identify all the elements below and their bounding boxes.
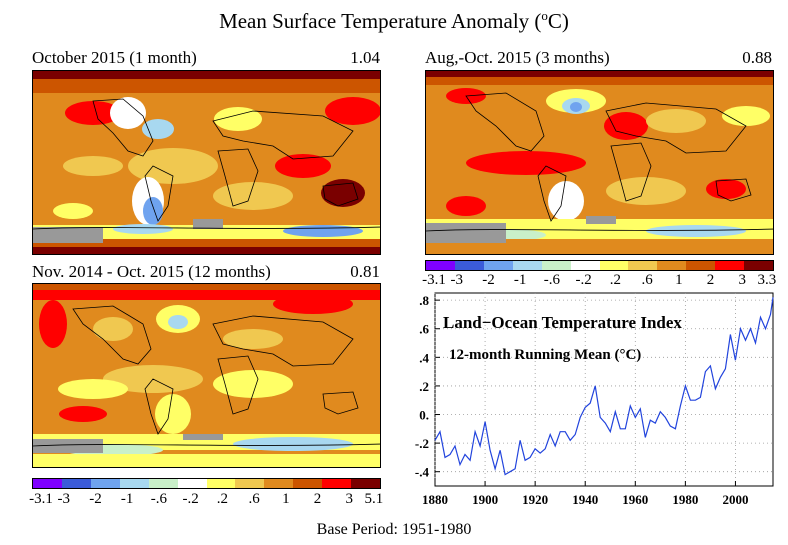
scale-tick-label: 1 — [282, 491, 290, 507]
scale-swatch — [657, 261, 687, 270]
scale-swatch — [744, 261, 774, 270]
panel-title-1: October 2015 (1 month) — [32, 48, 197, 67]
scale-swatch — [90, 479, 120, 488]
scale-swatch — [293, 479, 323, 488]
y-tick-label: .2 — [419, 379, 429, 394]
scale-swatch — [264, 479, 294, 488]
scale-swatch — [599, 261, 629, 270]
scale-tick-label: -1 — [120, 491, 134, 507]
scale-tick-label: -3 — [57, 491, 70, 507]
scale-swatch — [628, 261, 658, 270]
y-tick-label: .8 — [419, 293, 429, 308]
anomaly-map-2 — [425, 70, 774, 255]
scale-tick-label: 3 — [345, 491, 354, 507]
x-tick-label: 1980 — [672, 492, 698, 507]
color-scale-large — [32, 478, 381, 489]
scale-tick-label: 3.3 — [757, 272, 777, 288]
panel-title-2: Aug,-Oct. 2015 (3 months) — [425, 48, 610, 67]
scale-tick-label: 2 — [706, 272, 715, 288]
x-tick-label: 1940 — [572, 492, 598, 507]
x-tick-label: 1880 — [422, 492, 448, 507]
scale-tick-label: 3 — [738, 272, 747, 288]
scale-tick-label: -.2 — [182, 491, 199, 507]
scale-tick-label: .2 — [609, 272, 621, 288]
scale-tick-label: .6 — [248, 491, 260, 507]
panel-value-3: 0.81 — [350, 262, 380, 281]
scale-swatch — [483, 261, 513, 270]
panel-value-2: 0.88 — [742, 48, 772, 67]
scale-swatch — [686, 261, 716, 270]
scale-tick-label: -.6 — [150, 491, 168, 507]
color-scale-large-labels: -3.1 -3 -2 -1 -.6 -.2 .2 .6 1 2 3 5.1 — [29, 491, 384, 509]
scale-tick-label: -.2 — [575, 272, 592, 288]
temperature-index-chart: -.4 -.2 0. .2 .4 .6 .8 1880 1900 1920 1940 1960 1980… — [415, 292, 774, 507]
scale-tick-label: -1 — [513, 272, 527, 288]
series-line — [434, 297, 774, 476]
anomaly-map-1 — [32, 70, 381, 255]
scale-tick-label: -3.1 — [29, 491, 53, 507]
scale-tick-label: 5.1 — [364, 491, 384, 507]
scale-swatch — [351, 479, 381, 488]
color-scale-small — [425, 260, 774, 271]
scale-swatch — [541, 261, 571, 270]
scale-tick-label: -3 — [450, 272, 463, 288]
panel-title-3: Nov. 2014 - Oct. 2015 (12 months) — [32, 262, 271, 281]
scale-tick-label: 2 — [313, 491, 322, 507]
scale-swatch — [61, 479, 91, 488]
x-tick-label: 1920 — [522, 492, 548, 507]
scale-swatch — [512, 261, 542, 270]
x-tick-label: 2000 — [722, 492, 748, 507]
scale-swatch — [235, 479, 265, 488]
scale-swatch — [119, 479, 149, 488]
scale-tick-label: .6 — [641, 272, 653, 288]
y-tick-label: 0. — [419, 408, 429, 423]
scale-tick-label: -2 — [482, 272, 495, 288]
y-tick-label: .6 — [419, 322, 429, 337]
scale-swatch — [715, 261, 745, 270]
chart-subtitle: 12-month Running Mean (°C) — [449, 347, 641, 363]
scale-swatch — [454, 261, 484, 270]
scale-swatch — [570, 261, 600, 270]
panel-value-1: 1.04 — [350, 48, 380, 67]
figure-title: Mean Surface Temperature Anomaly (oC) — [219, 8, 569, 33]
scale-swatch — [148, 479, 178, 488]
scale-swatch — [206, 479, 236, 488]
base-period-label: Base Period: 1951-1980 — [316, 521, 472, 538]
scale-swatch — [426, 261, 455, 270]
y-tick-label: -.4 — [415, 465, 430, 480]
anomaly-map-3 — [32, 283, 381, 468]
color-scale-small-labels: -3.1 -3 -2 -1 -.6 -.2 .2 .6 1 2 3 3.3 — [422, 272, 777, 290]
y-tick-label: .4 — [419, 350, 429, 365]
x-tick-label: 1900 — [472, 492, 498, 507]
scale-tick-label: .2 — [216, 491, 228, 507]
y-tick-label: -.2 — [415, 436, 429, 451]
x-tick-label: 1960 — [622, 492, 648, 507]
scale-tick-label: -2 — [89, 491, 102, 507]
scale-swatch — [322, 479, 352, 488]
scale-tick-label: 1 — [675, 272, 683, 288]
scale-tick-label: -3.1 — [422, 272, 446, 288]
chart-title: Land−Ocean Temperature Index — [443, 313, 682, 332]
scale-tick-label: -.6 — [543, 272, 561, 288]
scale-swatch — [177, 479, 207, 488]
scale-swatch — [33, 479, 62, 488]
